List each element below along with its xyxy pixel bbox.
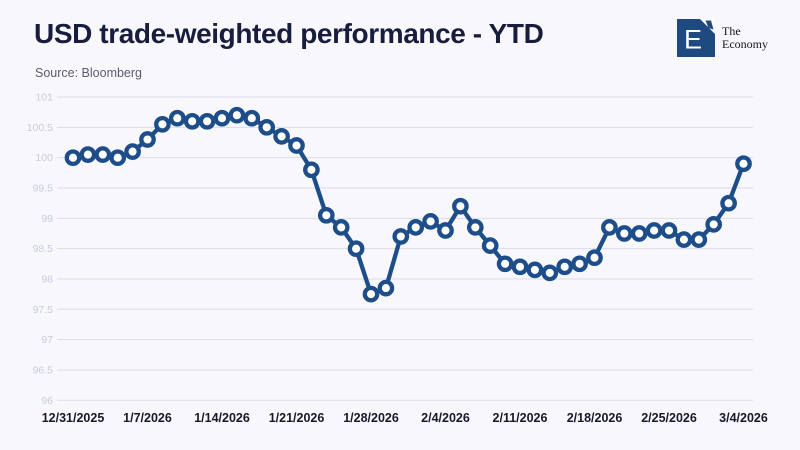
x-axis-labels: 12/31/2025 1/7/2026 1/14/2026 1/21/2026 1/28… [42,411,768,425]
data-point-marker [213,109,231,127]
logo-letter: E [684,25,702,55]
data-point-marker [94,146,112,163]
y-tick-label: 100 [35,152,53,164]
x-tick-label: 1/14/2026 [194,411,250,425]
data-point-marker [109,149,127,167]
data-point-marker [615,225,633,242]
data-point-marker [571,255,588,273]
series-markers [64,106,752,303]
data-point-marker [735,155,752,173]
data-point-marker [139,131,156,148]
y-tick-label: 99 [41,213,53,225]
data-point-marker [422,213,439,230]
y-axis-labels: 101 100.5 100 99.5 99 98.5 98 97.5 97 96.5 96 [27,92,53,407]
data-point-marker [437,222,454,239]
data-point-marker [347,240,365,258]
x-tick-label: 3/4/2026 [719,411,768,425]
data-point-marker [273,128,290,145]
data-point-marker [332,219,350,236]
logo-wordmark: The Economy [722,25,768,51]
logo-word-line1: The [722,24,741,38]
y-tick-label: 96 [41,395,53,407]
x-tick-label: 2/25/2026 [641,411,697,425]
x-tick-label: 2/4/2026 [421,411,470,425]
data-point-marker [690,231,708,248]
data-point-marker [154,115,171,133]
data-point-marker [288,137,305,154]
data-point-marker [720,194,737,212]
grid-lines [57,96,753,401]
data-point-marker [511,258,529,276]
the-economy-logo: E The Economy [677,19,768,57]
y-tick-label: 100.5 [27,122,53,134]
data-point-marker [705,216,723,233]
data-point-marker [362,285,380,303]
data-point-marker [541,264,559,282]
y-tick-label: 101 [35,92,53,104]
y-tick-label: 97 [41,334,53,346]
data-point-marker [258,118,276,136]
y-tick-label: 98.5 [33,243,54,255]
x-tick-label: 1/21/2026 [269,411,325,425]
page-title: USD trade-weighted performance - YTD [34,18,544,49]
data-point-marker [466,219,484,236]
data-point-marker [675,231,693,248]
source-label: Source: Bloomberg [35,66,143,80]
data-point-marker [586,249,603,267]
x-tick-label: 1/7/2026 [123,411,172,425]
y-tick-label: 97.5 [33,304,54,316]
x-tick-label: 1/28/2026 [343,411,399,425]
data-point-marker [168,109,186,127]
x-tick-label: 2/11/2026 [493,411,548,425]
data-point-marker [481,237,499,254]
data-point-marker [124,143,141,160]
data-point-marker [183,112,201,130]
logo-word-line2: Economy [722,37,768,51]
series-line [70,113,746,297]
data-point-marker [630,225,648,242]
x-tick-label: 2/18/2026 [567,411,623,425]
data-point-marker [228,106,246,124]
data-point-marker [243,109,261,127]
y-tick-label: 99.5 [33,182,54,194]
data-point-marker [452,197,469,215]
data-point-marker [392,228,410,245]
data-point-marker [601,219,618,236]
data-point-marker [198,112,216,130]
y-tick-label: 96.5 [33,364,54,376]
data-point-marker [645,222,663,239]
data-point-marker [303,161,320,179]
data-point-marker [377,279,395,297]
x-tick-label: 12/31/2025 [42,411,105,425]
logo-mark-icon: E [677,19,715,57]
data-point-marker [556,258,574,276]
data-point-marker [64,149,82,167]
data-point-marker [660,222,678,239]
data-point-marker [526,261,544,279]
data-point-marker [407,219,425,236]
data-point-marker [317,206,335,224]
data-point-marker [496,255,514,273]
y-tick-label: 98 [41,273,53,285]
data-point-marker [79,146,97,163]
